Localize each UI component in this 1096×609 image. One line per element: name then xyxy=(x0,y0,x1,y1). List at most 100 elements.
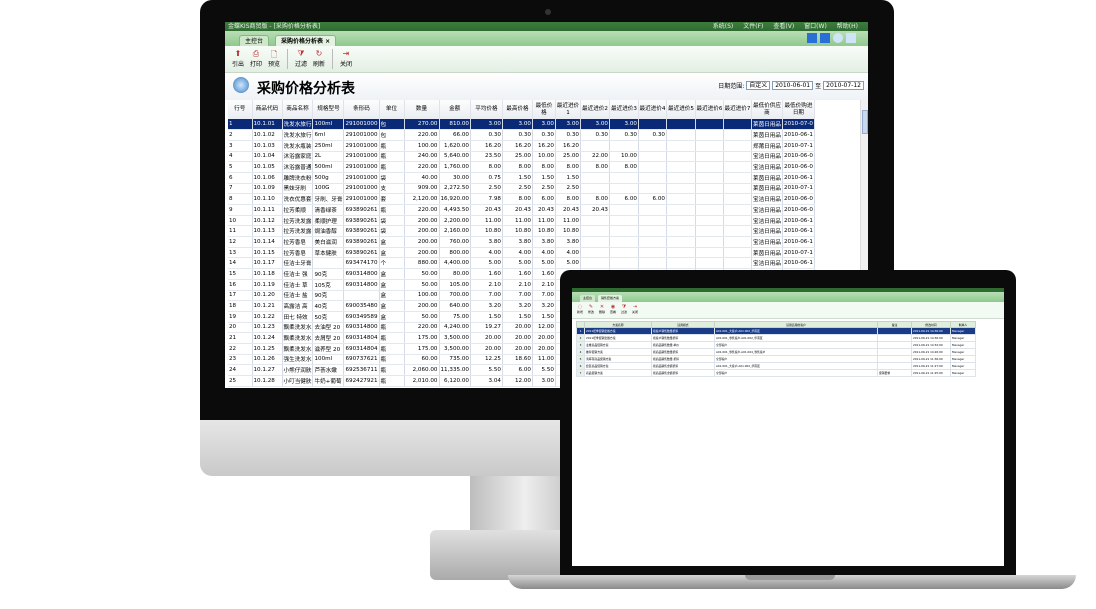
table-row[interactable]: 4 10.1.04 沐浴露家庭 2L 291001000 瓶 240.00 5,640.00 2… xyxy=(228,151,815,163)
message-icon[interactable] xyxy=(846,33,856,43)
smile-icon[interactable] xyxy=(833,33,843,43)
toolbar-button-delete[interactable]: ✕ 删除 xyxy=(598,302,606,318)
table-cell: 693890261 xyxy=(343,236,380,248)
toolbar-button-refresh[interactable]: ↻ 刷新 xyxy=(312,46,326,72)
column-header[interactable]: 平均价格 xyxy=(470,100,503,119)
table-row[interactable]: 6 10.1.06 雕牌洗衣粉 500g 291001000 袋 40.00 30.00 0.7… xyxy=(228,172,815,184)
laptop-title-bar xyxy=(572,288,1004,292)
table-row[interactable]: 14 10.1.17 佳洁士牙膏 693474170 个 880.00 4,400.00 5.… xyxy=(228,257,815,270)
toolbar-button-close[interactable]: ⇥ 关闭 xyxy=(631,302,639,318)
table-cell: 5.00 xyxy=(555,257,581,270)
menu-item[interactable]: 窗口(W) xyxy=(804,23,827,30)
toolbar-button-filter[interactable]: ⧩ 过滤 xyxy=(294,46,308,72)
table-cell xyxy=(695,161,724,173)
laptop-table-row[interactable]: 3 主推商品促销方案 按商品销售数量·单价 全部客户 2011-09-21 14:32:… xyxy=(576,341,976,349)
laptop-table-cell: 2011-09-21 11:25:00 xyxy=(911,369,951,377)
vertical-scrollbar[interactable] xyxy=(860,100,868,388)
column-header[interactable]: 最低价供应商 xyxy=(751,100,783,119)
toolbar-button-preview[interactable]: 🗋 预览 xyxy=(267,46,281,72)
table-cell: 20 xyxy=(228,322,253,334)
laptop-table-row[interactable]: 5 清库存商品促销方案 按商品销售数量·折扣 全部客户 2011-09-21 11:36… xyxy=(576,355,976,363)
cloud-icon[interactable] xyxy=(820,33,830,43)
tab-main-console[interactable]: 主控台 xyxy=(239,35,270,46)
date-to-field[interactable]: 2010-07-12 xyxy=(823,81,864,90)
table-row[interactable]: 12 10.1.14 拉芳香皂 美白滋润 693890261 盒 200.00 760.00 3… xyxy=(228,236,815,248)
table-cell: 拉芳洗发露 xyxy=(282,225,314,238)
table-row[interactable]: 1 10.1.01 洗发水旅行 100ml 291001000 包 270.00 810.00… xyxy=(228,119,815,131)
toolbar-button-filter[interactable]: ⧩ 过滤 xyxy=(620,302,628,318)
table-cell: 50.00 xyxy=(404,279,440,291)
table-row[interactable]: 11 10.1.13 拉芳洗发露 焗油香醇 693890261 袋 200.00 2,160.… xyxy=(228,225,815,238)
column-header[interactable]: 最高价格 xyxy=(502,100,533,119)
laptop-table-row[interactable]: 6 套装商品促销方案 按商品销售金额折扣 A01.001_大客户,A01.002_华南… xyxy=(576,362,976,370)
column-header[interactable]: 行号 xyxy=(228,100,253,119)
column-header[interactable]: 最近进价3 xyxy=(609,100,639,119)
column-header[interactable]: 最近进价4 xyxy=(638,100,667,119)
date-from-field[interactable]: 2010-06-01 xyxy=(772,81,814,90)
column-header[interactable]: 商品名称 xyxy=(282,100,314,119)
column-header[interactable]: 最低价格 xyxy=(532,100,556,119)
table-row[interactable]: 5 10.1.05 沐浴露普通 500ml 291001000 瓶 220.00 1,760.… xyxy=(228,161,815,173)
column-header[interactable]: 金额 xyxy=(439,100,471,119)
toolbar-button-edit[interactable]: ✎ 修改 xyxy=(587,302,595,318)
table-row[interactable]: 10 10.1.12 拉芳洗发露 柔顺护理 693890261 袋 200.00 2,200.… xyxy=(228,215,815,227)
close-tab-icon[interactable]: × xyxy=(325,38,331,45)
table-row[interactable]: 3 10.1.03 洗发水瓶装 250ml 291001000 瓶 100.00 1,620.… xyxy=(228,140,815,152)
scroll-thumb[interactable] xyxy=(862,110,868,134)
table-cell: 11.00 xyxy=(532,354,556,366)
toolbar-button-view[interactable]: ◉ 查看 xyxy=(609,302,617,318)
table-cell: 8.00 xyxy=(609,161,639,173)
table-row[interactable]: 8 10.1.10 洗衣优惠套 牙刷、牙膏 291001000 套 2,120.00 16,9… xyxy=(228,193,815,205)
table-cell xyxy=(723,225,752,238)
toolbar-button-close[interactable]: ⇥ 关闭 xyxy=(339,46,353,72)
table-cell: 7.00 xyxy=(502,290,533,302)
table-row[interactable]: 9 10.1.11 拉芳柔顺 清香绿茶 693890261 瓶 220.00 4,493.50… xyxy=(228,204,815,216)
laptop-table-row[interactable]: 1 2011旺季促销套餐方案 按客户销售数量折扣 A01.001_大客户,A01.00… xyxy=(576,327,976,335)
column-header[interactable]: 单位 xyxy=(379,100,405,119)
column-header[interactable]: 条形码 xyxy=(343,100,380,119)
table-cell: 10.1.05 xyxy=(252,161,283,173)
kingdee-icon[interactable] xyxy=(807,33,817,43)
table-cell: 20.00 xyxy=(470,343,503,355)
column-header[interactable]: 商品代码 xyxy=(252,100,283,119)
table-row[interactable]: 13 10.1.15 拉芳香皂 草本健肤 693890261 盒 200.00 800.00 4… xyxy=(228,247,815,259)
toolbar-button-new[interactable]: ◌ 新增 xyxy=(576,302,584,318)
column-header[interactable]: 最低价购进日期 xyxy=(782,100,815,119)
toolbar-button-export[interactable]: ⬆ 引出 xyxy=(231,46,245,72)
filter-icon: ⧩ xyxy=(621,304,627,310)
column-header[interactable]: 规格型号 xyxy=(312,100,345,119)
table-row[interactable]: 2 10.1.02 洗发水旅行 6ml 291001000 包 220.00 66.00 0.3… xyxy=(228,129,815,141)
menu-item[interactable]: 帮助(H) xyxy=(836,23,858,30)
menu-item[interactable]: 文件(F) xyxy=(743,23,764,30)
column-header[interactable]: 最近进价1 xyxy=(555,100,581,119)
table-cell: 200.00 xyxy=(404,236,440,248)
table-cell xyxy=(666,140,696,152)
table-cell: 5.50 xyxy=(470,364,503,376)
table-cell: 20.43 xyxy=(580,204,610,216)
laptop-table-row[interactable]: 2 2011旺季促销套餐方案 按客户销售数量折扣 A01.001_零售客户,A01.0… xyxy=(576,334,976,342)
table-cell: 693474170 xyxy=(343,257,380,270)
table-row[interactable]: 7 10.1.09 黑妹牙刷 100G 291001000 支 909.00 2,272.50… xyxy=(228,183,815,195)
column-header[interactable]: 数量 xyxy=(404,100,440,119)
laptop-table-row[interactable]: 7 商品促销方案 按商品销售金额折扣 全部客户 促销要求 2011-09-21 11:25… xyxy=(576,369,976,377)
table-cell: 90克 xyxy=(312,290,345,302)
table-cell xyxy=(695,119,724,131)
laptop-tab-sales-plan[interactable]: 销售套餐方案 xyxy=(598,295,623,302)
table-cell: 20.00 xyxy=(502,322,533,334)
menu-item[interactable]: 系统(S) xyxy=(712,23,734,30)
tab-purchase-price-analysis[interactable]: 采购价格分析表 × xyxy=(275,35,337,46)
table-cell: 25 xyxy=(228,375,253,387)
column-header[interactable]: 最近进价7 xyxy=(723,100,752,119)
table-cell xyxy=(638,161,667,173)
column-header[interactable]: 最近进价6 xyxy=(695,100,724,119)
toolbar-button-print[interactable]: ⎙ 打印 xyxy=(249,46,263,72)
date-mode-select[interactable]: 自定义 xyxy=(746,81,771,90)
table-cell: 盒 xyxy=(379,268,405,280)
column-header[interactable]: 最近进价2 xyxy=(580,100,610,119)
column-header[interactable]: 最近进价5 xyxy=(666,100,696,119)
laptop-tab-main[interactable]: 主控台 xyxy=(580,295,596,302)
menu-item[interactable]: 查看(V) xyxy=(773,23,795,30)
table-cell: 1.50 xyxy=(555,172,581,184)
laptop-table-row[interactable]: 4 推荐促销方案 按商品销售数量折扣 A01.001_零售客户,A01.004_零售客… xyxy=(576,348,976,356)
table-cell: 10.1.27 xyxy=(252,364,283,376)
